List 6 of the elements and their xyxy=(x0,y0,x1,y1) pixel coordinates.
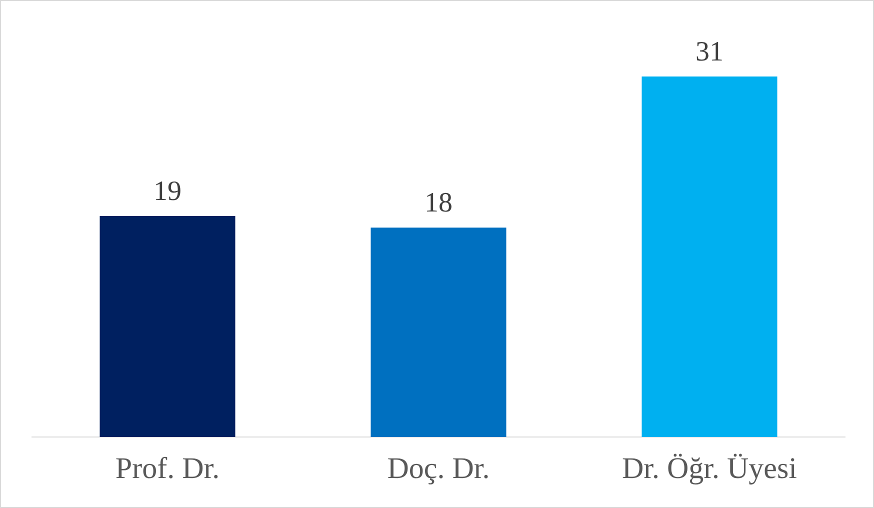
x-tick-label: Dr. Öğr. Üyesi xyxy=(622,452,797,485)
data-label: 19 xyxy=(154,176,182,208)
x-tick-label: Prof. Dr. xyxy=(115,452,220,485)
data-label: 31 xyxy=(696,36,724,68)
data-label: 18 xyxy=(424,188,452,219)
x-tick-label: Doç. Dr. xyxy=(387,452,490,485)
